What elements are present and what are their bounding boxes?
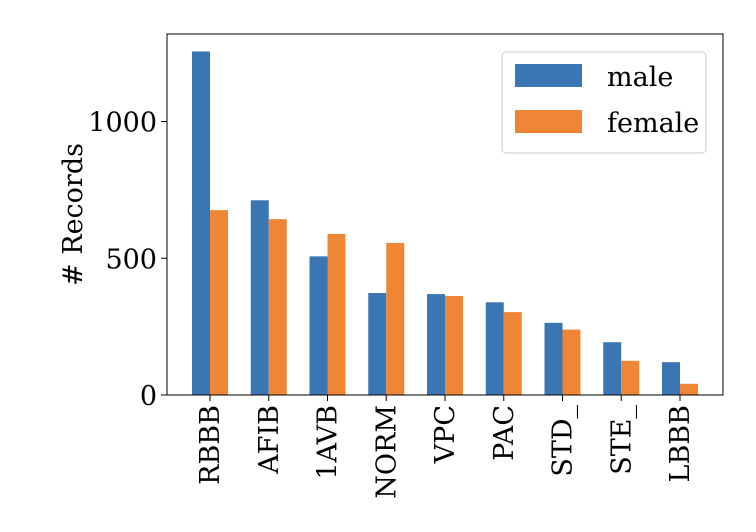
bar-male-norm — [368, 292, 387, 395]
bar-male-std — [544, 322, 563, 395]
bar-female-ste — [621, 360, 640, 395]
bar-female-lbbb — [680, 383, 698, 395]
y-tick-label: 1000 — [88, 108, 157, 139]
bar-male-ste — [603, 342, 622, 395]
y-axis-label: # Records — [58, 143, 89, 286]
bar-female-norm — [386, 242, 405, 395]
x-tick-label: STE_ — [606, 405, 637, 475]
legend-label-male: male — [607, 62, 673, 93]
y-tick-label: 500 — [105, 244, 157, 275]
x-tick-label: LBBB — [665, 405, 696, 482]
y-axis: 0 500 1000 — [88, 108, 167, 412]
bar-male-lbbb — [662, 362, 680, 395]
x-tick-label: STD_ — [548, 405, 579, 477]
y-tick-label: 0 — [140, 381, 157, 412]
legend-swatch-female — [515, 110, 582, 133]
x-tick-label: PAC — [489, 405, 520, 461]
bar-female-vpc — [445, 295, 463, 395]
x-tick-label: VPC — [430, 405, 461, 464]
bar-male-afib — [250, 200, 269, 395]
x-tick-label: 1AVB — [313, 405, 344, 480]
bar-female-1avb — [327, 233, 346, 395]
bar-female-afib — [268, 219, 287, 395]
x-tick-label: RBBB — [195, 405, 226, 485]
bar-male-rbbb — [192, 51, 210, 396]
legend: male female — [501, 51, 707, 154]
x-tick-label: NORM — [371, 405, 402, 499]
bars-layer — [192, 51, 698, 396]
bar-male-1avb — [309, 256, 328, 395]
x-axis: RBBB AFIB 1AVB NORM VPC PAC STD_ STE_ LBBB — [195, 395, 696, 499]
legend-swatch-male — [515, 64, 582, 87]
x-tick-label: AFIB — [254, 405, 285, 475]
bar-male-pac — [485, 302, 504, 395]
bar-female-rbbb — [210, 210, 228, 395]
bar-male-vpc — [427, 294, 445, 395]
bar-female-pac — [503, 312, 522, 395]
legend-label-female: female — [607, 108, 699, 139]
bar-female-std — [562, 329, 581, 395]
